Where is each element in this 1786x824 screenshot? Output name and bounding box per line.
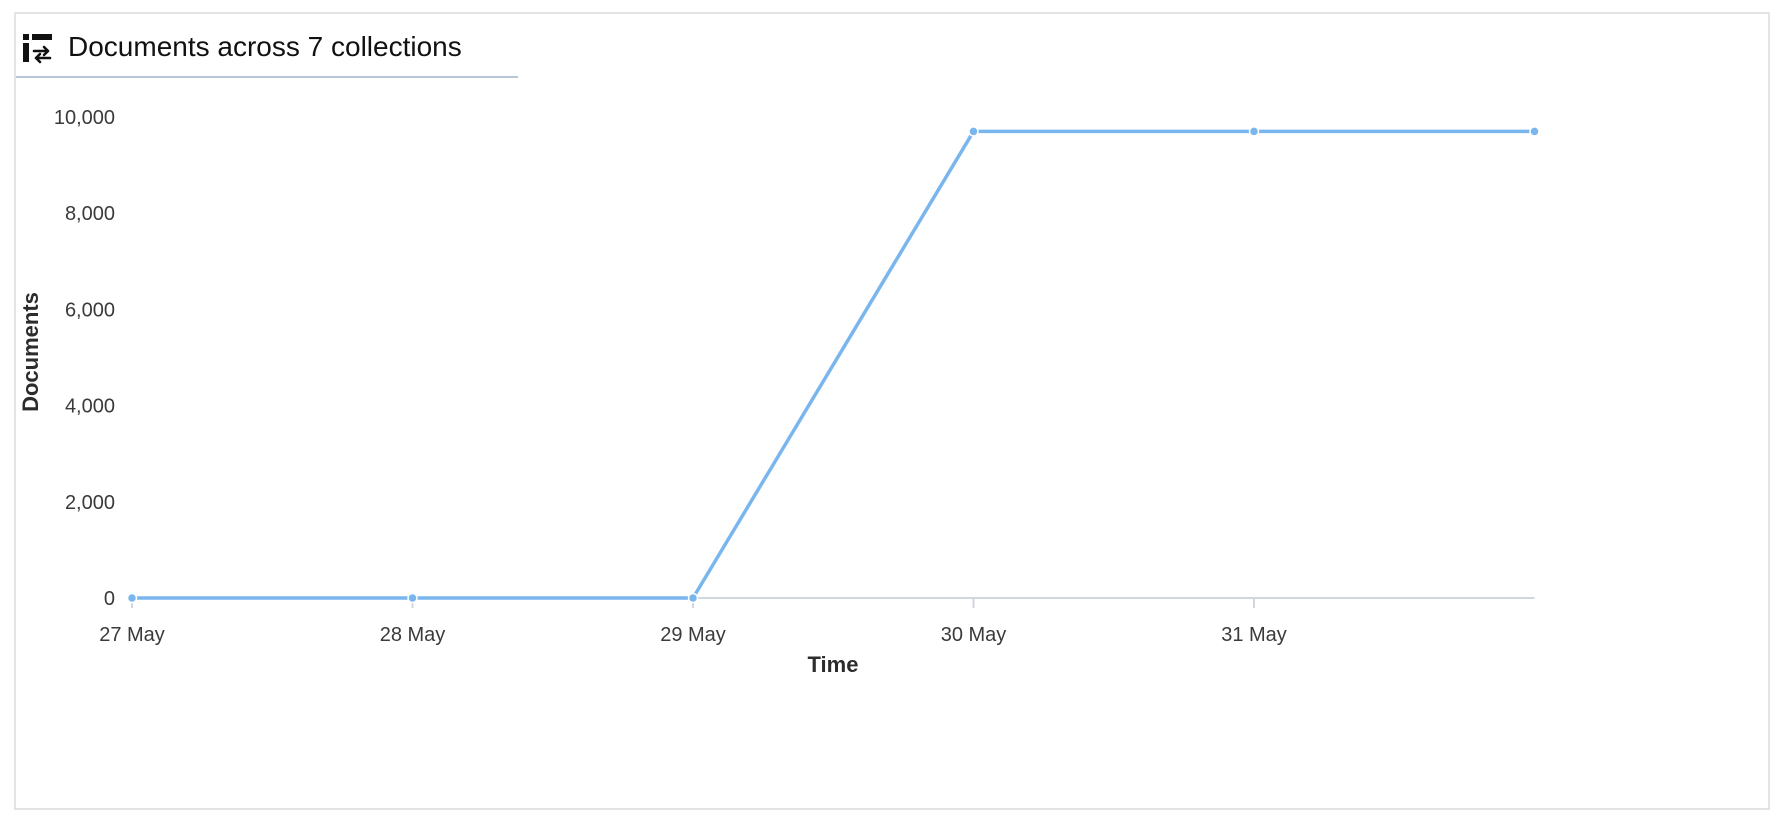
y-tick-label: 6,000 [65,299,115,321]
x-tick-label: 27 May [99,624,165,646]
x-tick-label: 28 May [380,624,446,646]
data-point [687,592,699,604]
y-tick-label: 8,000 [65,203,115,225]
data-point [126,592,138,604]
x-axis-title: Time [808,652,859,677]
x-tick-label: 31 May [1221,624,1287,646]
y-tick-label: 0 [104,588,115,610]
data-point [968,126,979,137]
x-tick-label: 29 May [660,624,726,646]
series-line [132,129,1535,600]
data-point [407,592,418,604]
chart-panel: Documents across 7 collections [14,12,1770,810]
data-point [1529,126,1540,137]
y-tick-label: 2,000 [65,492,115,514]
y-tick-label: 10,000 [54,107,115,129]
y-tick-label: 4,000 [65,396,115,418]
panel-title: Documents across 7 collections [68,31,462,62]
panel-header: Documents across 7 collections [16,14,518,78]
y-axis-title: Documents [18,292,43,412]
collection-sync-icon [23,34,52,64]
data-point [1248,126,1260,137]
x-tick-label: 30 May [941,624,1007,646]
